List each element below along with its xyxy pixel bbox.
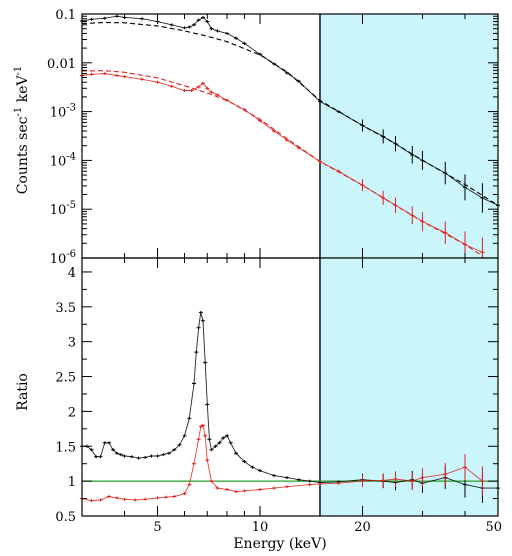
- top-y-tick-label-3: 10-4: [50, 151, 76, 169]
- top-y-tick-label-base-3: 10: [50, 154, 67, 169]
- bottom-y-tick-label-6: 3.5: [55, 301, 76, 316]
- x-tick-labels: 5 10 20 50: [153, 520, 502, 535]
- top-y-tick-label-exp-2: -3: [66, 103, 76, 114]
- top-y-tick-label-base-4: 10: [50, 203, 67, 218]
- bottom-y-tick-label-7: 4: [68, 266, 76, 281]
- top-y-axis-label-mid: keV: [15, 75, 31, 107]
- bottom-y-tick-label-4: 2.5: [55, 371, 76, 386]
- top-y-tick-label-base-5: 10: [50, 252, 67, 267]
- top-highlight-band: [319, 14, 498, 258]
- bottom-series-1: [80, 423, 485, 503]
- top-y-tick-label-base-1: 0.01: [47, 57, 76, 72]
- x-tick-label-1: 10: [252, 520, 269, 535]
- bottom-y-tick-label-3: 2: [68, 405, 76, 420]
- top-y-tick-label-exp-3: -4: [66, 151, 76, 162]
- top-y-tick-label-4: 10-5: [50, 200, 76, 218]
- top-y-tick-label-base-2: 10: [50, 106, 67, 121]
- bottom-series-group: [80, 310, 500, 505]
- bottom-panel: 0.5 1 1.5 2 2.5 3 3.5 4 5 10 20 50: [55, 257, 502, 535]
- top-y-axis-label-base: Counts sec: [15, 116, 31, 194]
- bottom-y-axis-label: Ratio: [15, 373, 31, 411]
- top-y-tick-label-0: 0.1: [55, 8, 76, 23]
- top-y-tick-label-2: 10-3: [50, 103, 76, 121]
- x-axis-label: Energy (keV): [233, 536, 326, 552]
- top-y-axis-label-exp2: -1: [13, 66, 24, 76]
- bottom-y-tick-label-1: 1: [68, 475, 76, 490]
- x-tick-label-0: 5: [153, 520, 161, 535]
- bottom-y-tick-label-2: 1.5: [55, 440, 76, 455]
- top-y-tick-label-exp-5: -6: [66, 249, 76, 260]
- top-y-tick-label-1: 0.01: [47, 57, 76, 72]
- top-y-axis-label-exp1: -1: [13, 107, 24, 117]
- top-y-tick-label-base-0: 0.1: [55, 8, 76, 23]
- x-tick-label-2: 20: [354, 520, 371, 535]
- top-model-line-3: [81, 70, 483, 257]
- top-y-tick-label-5: 10-6: [50, 249, 76, 267]
- bottom-frame: [81, 257, 499, 517]
- top-series-group: [80, 14, 500, 268]
- top-y-axis-label: Counts sec-1 keV-1: [13, 66, 31, 195]
- top-y-tick-label-exp-4: -5: [66, 200, 76, 211]
- bottom-y-tick-labels: 0.5 1 1.5 2 2.5 3 3.5 4: [55, 266, 76, 525]
- top-series-3: [81, 70, 483, 257]
- bottom-y-tick-label-5: 3: [68, 336, 76, 351]
- x-tick-label-3: 50: [485, 520, 502, 535]
- bottom-y-tick-label-0: 0.5: [55, 510, 76, 525]
- bottom-highlight-band: [319, 258, 498, 516]
